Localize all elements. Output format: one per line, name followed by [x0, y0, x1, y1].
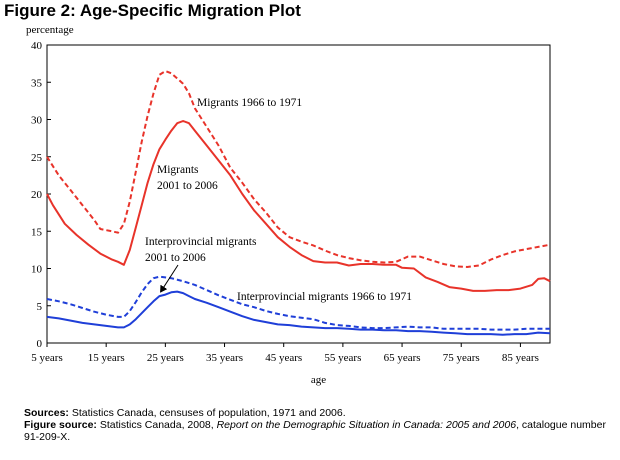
figure-source-report-title: Report on the Demographic Situation in C… — [216, 419, 517, 431]
x-axis-label: age — [311, 374, 326, 386]
series-line-migrants-2001-to-2006 — [46, 120, 551, 292]
figure-source-label: Figure source: — [24, 419, 97, 431]
figure-source-line: Figure source: Statistics Canada, 2008, … — [24, 419, 614, 443]
annotation-2001-to-2006: 2001 to 2006 — [145, 252, 206, 264]
sources-label: Sources: — [24, 407, 69, 419]
series-layer — [46, 70, 551, 336]
annotation-migrants-1966-to-1971: Migrants 1966 to 1971 — [197, 97, 302, 109]
y-tick-label: 30 — [31, 115, 43, 127]
x-tick-label: 25 years — [147, 352, 184, 364]
x-tick-label: 5 years — [31, 352, 62, 364]
x-tick-label: 55 years — [324, 352, 361, 364]
y-tick-label: 10 — [31, 264, 43, 276]
y-tick-label: 5 — [37, 301, 43, 313]
figure-source-text-b: , catalogue number 91-209-X. — [24, 419, 606, 443]
x-tick-label: 15 years — [88, 352, 125, 364]
annotation-migrants: Migrants — [157, 164, 199, 176]
series-line-interprovincial-migrants-2001-to-2006 — [46, 275, 550, 331]
y-tick-label: 0 — [37, 338, 43, 350]
annotation-2001-to-2006: 2001 to 2006 — [157, 180, 218, 192]
annotation-interprovincial-migrants: Interprovincial migrants — [145, 236, 257, 248]
annotation-layer: Migrants 1966 to 1971 Migrants 2001 to 200… — [145, 97, 412, 303]
y-tick-label: 20 — [31, 189, 43, 201]
annotation-interprovincial-migrants-1966-to-1971: Interprovincial migrants 1966 to 1971 — [237, 291, 412, 303]
y-axis-label: percentage — [26, 24, 74, 36]
migration-chart: 0 5 10 15 20 25 30 35 40 5 years 15 years 25 years… — [26, 24, 551, 386]
footer: Sources: Statistics Canada, censuses of … — [24, 407, 614, 443]
x-tick-label: 75 years — [443, 352, 480, 364]
annotation-arrow — [160, 264, 179, 293]
figure-title: Figure 2: Age-Specific Migration Plot — [4, 1, 301, 20]
y-tick-label: 25 — [31, 152, 43, 164]
series-line-interprovincial-migrants-1966-to-1971 — [46, 290, 551, 336]
y-axis: 0 5 10 15 20 25 30 35 40 — [31, 40, 51, 350]
x-tick-label: 65 years — [384, 352, 421, 364]
y-tick-label: 40 — [31, 40, 43, 52]
x-tick-label: 35 years — [206, 352, 243, 364]
x-tick-label: 45 years — [265, 352, 302, 364]
y-tick-label: 35 — [31, 77, 43, 89]
sources-text: Statistics Canada, censuses of populatio… — [68, 407, 346, 419]
series-line-migrants-1966-to-1971 — [46, 70, 551, 268]
x-axis: 5 years 15 years 25 years 35 years 45 years 5… — [31, 343, 539, 364]
y-tick-label: 15 — [31, 226, 43, 238]
figure-source-text-a: Statistics Canada, 2008, — [96, 419, 217, 431]
x-tick-label: 85 years — [502, 352, 539, 364]
sources-line: Sources: Statistics Canada, censuses of … — [24, 407, 614, 419]
